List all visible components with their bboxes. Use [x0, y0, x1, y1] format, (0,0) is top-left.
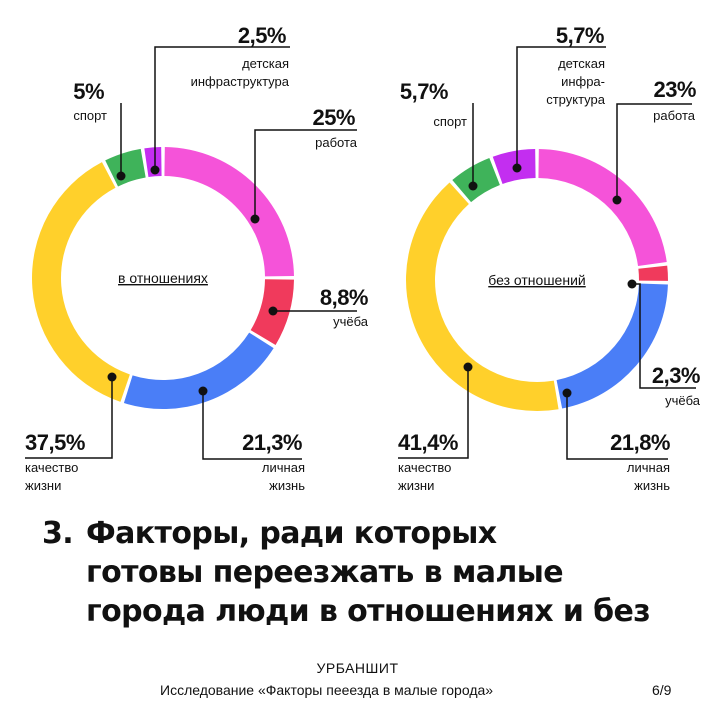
donut-chart-2: без отношений 23% работа 2,3% учёба 21,8% личн…: [398, 23, 701, 493]
pct-label-quality: 41,4%: [398, 430, 458, 455]
segment-study: [638, 265, 668, 281]
pct-label-study: 2,3%: [652, 363, 700, 388]
leader-line-work: [616, 103, 692, 200]
leader-dot-quality: [107, 372, 117, 382]
leader-dot-study: [268, 306, 278, 316]
center-label: без отношений: [488, 272, 585, 288]
leader-dot-sport: [468, 181, 478, 191]
category-label-sport: спорт: [73, 108, 107, 123]
pct-label-sport: 5,7%: [400, 79, 448, 104]
leader-dot-personal: [562, 388, 572, 398]
leader-line-work: [254, 129, 357, 219]
leader-dot-quality: [463, 362, 473, 372]
pct-label-sport: 5%: [73, 79, 104, 104]
pct-label-work: 23%: [653, 77, 696, 102]
segment-quality: [406, 182, 559, 412]
leader-line-quality: [398, 367, 469, 459]
leader-dot-work: [250, 214, 260, 224]
leader-line-personal: [566, 393, 668, 460]
category-label-personal: личная жизнь: [262, 460, 305, 493]
segment-work: [164, 147, 294, 277]
leader-dot-personal: [198, 386, 208, 396]
leader-line-personal: [202, 391, 302, 460]
segment-sport: [452, 157, 500, 203]
pct-label-quality: 37,5%: [25, 430, 85, 455]
pct-label-study: 8,8%: [320, 285, 368, 310]
category-label-quality: качество жизни: [398, 460, 451, 493]
donut-charts: в отношениях 25% работа 8,8% учёба 21,3% лична…: [25, 23, 701, 493]
segment-work: [538, 149, 667, 266]
brand-name: УРБАНШИТ: [316, 660, 399, 676]
category-label-work: работа: [653, 108, 696, 123]
headline-number: 3.: [42, 516, 74, 551]
headline-line-2: готовы переезжать в малые: [86, 555, 564, 590]
pct-label-personal: 21,8%: [610, 430, 670, 455]
study-title: Исследование «Факторы пееезда в малые го…: [160, 682, 494, 698]
leader-dot-kids: [150, 165, 160, 175]
pct-label-kids: 2,5%: [238, 23, 286, 48]
category-label-study: учёба: [333, 314, 369, 329]
category-label-quality: качество жизни: [25, 460, 78, 493]
category-label-personal: личная жизнь: [627, 460, 670, 493]
leader-dot-sport: [116, 171, 126, 181]
category-label-kids: детская инфра-структура: [546, 56, 606, 107]
segment-personal: [556, 283, 668, 409]
donut-chart-1: в отношениях 25% работа 8,8% учёба 21,3% лична…: [25, 23, 369, 493]
leader-line-kids: [154, 46, 290, 170]
headline-line-1: Факторы, ради которых: [86, 516, 497, 551]
leader-dot-work: [612, 195, 622, 205]
segment-personal: [123, 332, 274, 410]
headline: 3. Факторы, ради которых готовы переезжат…: [42, 514, 702, 631]
category-label-kids: детская инфраструктура: [191, 56, 290, 89]
headline-line-3: города люди в отношениях и без: [86, 594, 651, 629]
pct-label-work: 25%: [312, 105, 355, 130]
center-label: в отношениях: [118, 270, 208, 286]
leader-line-kids: [516, 46, 606, 168]
category-label-sport: спорт: [433, 114, 467, 129]
segment-sport: [105, 148, 146, 187]
leader-line-quality: [25, 377, 113, 459]
leader-dot-kids: [512, 163, 522, 173]
leader-dot-study: [627, 279, 637, 289]
category-label-study: учёба: [665, 393, 701, 408]
category-label-work: работа: [315, 135, 358, 150]
pct-label-kids: 5,7%: [556, 23, 604, 48]
pct-label-personal: 21,3%: [242, 430, 302, 455]
segment-quality: [31, 162, 130, 402]
page-number: 6/9: [652, 682, 672, 698]
